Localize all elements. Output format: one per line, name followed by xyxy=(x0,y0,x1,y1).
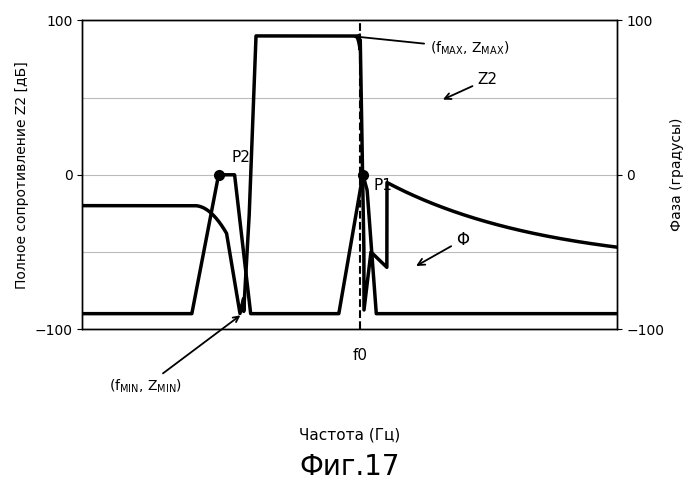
Text: P2: P2 xyxy=(232,150,251,166)
Text: f0: f0 xyxy=(353,348,368,362)
Y-axis label: Фаза (градусы): Фаза (градусы) xyxy=(670,118,684,231)
Text: P1: P1 xyxy=(373,178,392,193)
Text: (f$_\mathsf{MIN}$, Z$_\mathsf{MIN}$): (f$_\mathsf{MIN}$, Z$_\mathsf{MIN}$) xyxy=(109,316,239,395)
Text: Z2: Z2 xyxy=(445,72,498,99)
Y-axis label: Полное сопротивление Z2 [дБ]: Полное сопротивление Z2 [дБ] xyxy=(15,61,29,288)
Text: (f$_\mathsf{MAX}$, Z$_\mathsf{MAX}$): (f$_\mathsf{MAX}$, Z$_\mathsf{MAX}$) xyxy=(354,34,509,57)
Text: Φ: Φ xyxy=(418,230,470,265)
Text: Частота (Гц): Частота (Гц) xyxy=(299,427,400,442)
Text: Фиг.17: Фиг.17 xyxy=(299,453,400,480)
